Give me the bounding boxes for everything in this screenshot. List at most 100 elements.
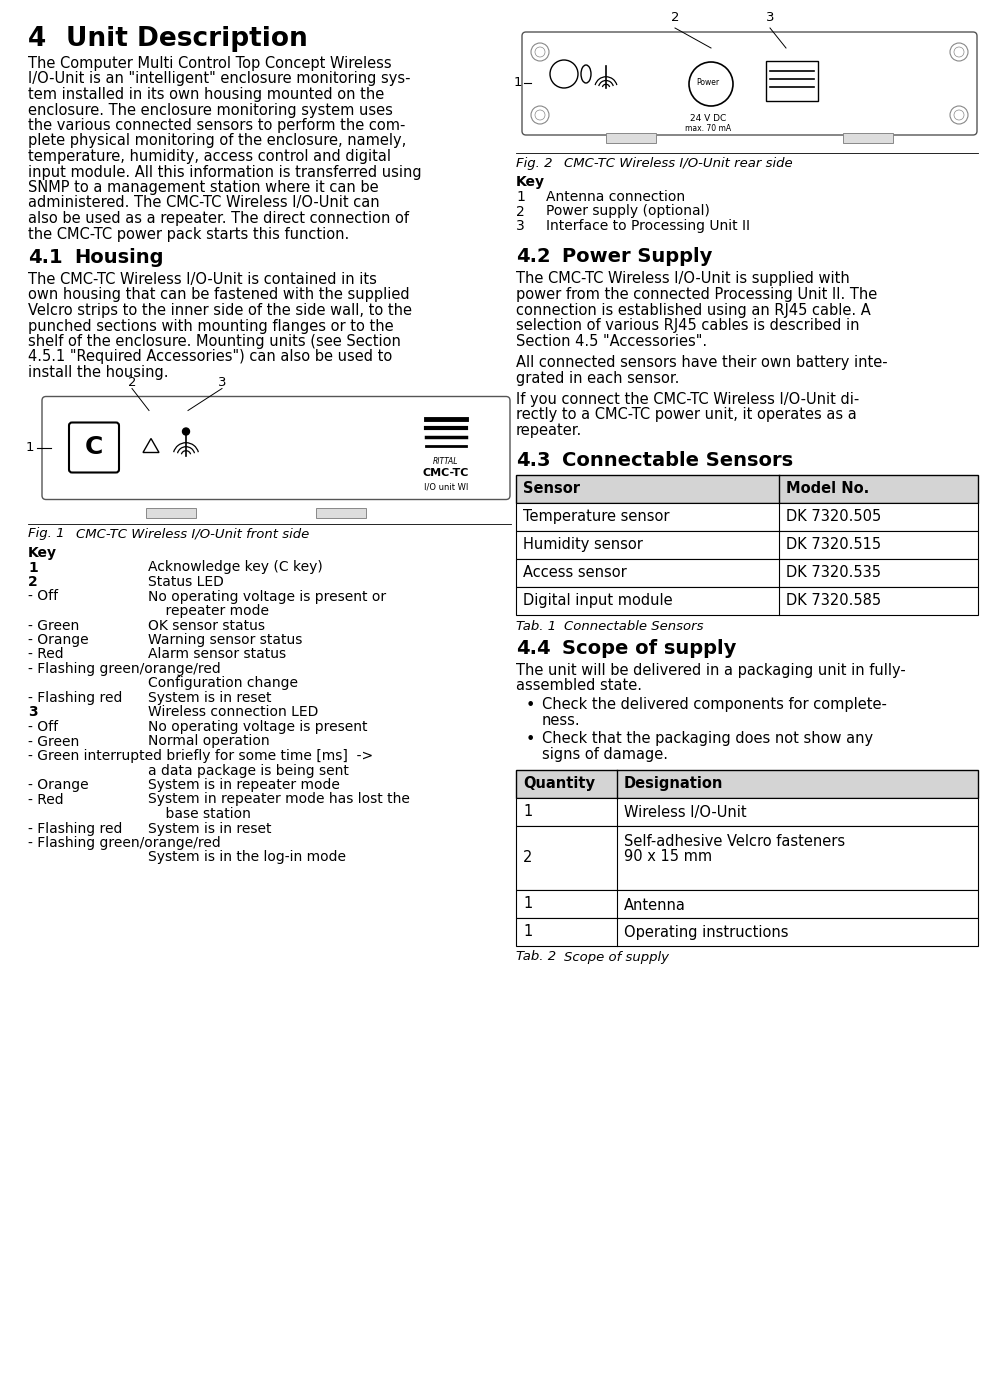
Text: 2: 2 [523,850,532,865]
Text: 3: 3 [765,11,773,24]
Text: The Computer Multi Control Top Concept Wireless: The Computer Multi Control Top Concept W… [28,56,391,71]
Text: Fig. 2: Fig. 2 [516,157,552,171]
Text: Temperature sensor: Temperature sensor [523,509,669,524]
FancyBboxPatch shape [69,422,119,473]
Text: The unit will be delivered in a packaging unit in fully-: The unit will be delivered in a packagin… [516,663,905,678]
Text: temperature, humidity, access control and digital: temperature, humidity, access control an… [28,150,390,164]
Text: 1: 1 [26,440,34,454]
Text: System is in reset: System is in reset [147,691,271,705]
Text: - Off: - Off [28,720,58,734]
Text: Operating instructions: Operating instructions [624,925,787,941]
Text: - Orange: - Orange [28,779,88,793]
Text: grated in each sensor.: grated in each sensor. [516,370,679,386]
Text: Antenna connection: Antenna connection [546,190,684,204]
Text: System is in repeater mode: System is in repeater mode [147,779,340,793]
Text: Key: Key [28,545,57,559]
Text: 1: 1 [514,77,522,89]
Text: - Green: - Green [28,734,79,748]
Text: 2: 2 [670,11,679,24]
Text: 1: 1 [516,190,525,204]
Bar [516,769,977,797]
Text: Status LED: Status LED [147,575,224,589]
Bar [516,587,977,615]
Text: Velcro strips to the inner side of the side wall, to the: Velcro strips to the inner side of the s… [28,303,411,317]
Text: CMC-TC: CMC-TC [422,468,468,478]
Text: max. 70 mA: max. 70 mA [684,124,730,133]
Text: punched sections with mounting flanges or to the: punched sections with mounting flanges o… [28,319,393,334]
Text: ness.: ness. [542,713,580,728]
Text: All connected sensors have their own battery inte-: All connected sensors have their own bat… [516,355,887,370]
Text: Key: Key [516,175,545,189]
Text: Humidity sensor: Humidity sensor [523,537,642,552]
Text: Wireless I/O-Unit: Wireless I/O-Unit [624,805,746,821]
Text: - Flashing red: - Flashing red [28,691,122,705]
Text: I/O unit WI: I/O unit WI [423,482,467,492]
Text: 2: 2 [127,376,136,389]
Text: DK 7320.535: DK 7320.535 [785,565,880,580]
Text: DK 7320.585: DK 7320.585 [785,593,881,608]
Text: repeater mode: repeater mode [147,604,269,618]
Text: Tab. 2: Tab. 2 [516,951,556,963]
Bar [516,917,977,945]
Text: 4.4: 4.4 [516,639,550,657]
Bar [516,889,977,917]
Text: signs of damage.: signs of damage. [542,747,667,762]
Text: Tab. 1: Tab. 1 [516,619,556,632]
Text: - Flashing green/orange/red: - Flashing green/orange/red [28,663,221,677]
Text: DK 7320.505: DK 7320.505 [785,509,881,524]
Text: assembled state.: assembled state. [516,678,641,693]
Text: DK 7320.515: DK 7320.515 [785,537,881,552]
Text: Alarm sensor status: Alarm sensor status [147,647,286,661]
Bar [765,62,817,101]
Text: Normal operation: Normal operation [147,734,270,748]
Text: Acknowledge key (C key): Acknowledge key (C key) [147,561,322,575]
Text: Connectable Sensors: Connectable Sensors [564,619,703,632]
Bar [516,825,977,889]
Text: 4: 4 [28,27,46,52]
Text: Model No.: Model No. [785,481,869,496]
Bar [145,507,196,517]
FancyBboxPatch shape [42,397,510,499]
Bar [606,133,655,143]
Text: Check that the packaging does not show any: Check that the packaging does not show a… [542,731,873,747]
Text: •: • [526,698,535,713]
Text: the various connected sensors to perform the com-: the various connected sensors to perform… [28,117,405,133]
Text: 4.1: 4.1 [28,247,62,267]
Text: rectly to a CMC-TC power unit, it operates as a: rectly to a CMC-TC power unit, it operat… [516,407,856,422]
Bar [516,797,977,825]
Text: 4.3: 4.3 [516,450,550,470]
Text: power from the connected Processing Unit II. The: power from the connected Processing Unit… [516,287,877,302]
Bar [516,558,977,587]
Text: connection is established using an RJ45 cable. A: connection is established using an RJ45 … [516,302,870,317]
Text: tem installed in its own housing mounted on the: tem installed in its own housing mounted… [28,87,384,102]
Text: System in repeater mode has lost the: System in repeater mode has lost the [147,793,409,807]
Text: Section 4.5 "Accessories".: Section 4.5 "Accessories". [516,334,706,348]
Text: 90 x 15 mm: 90 x 15 mm [624,849,711,864]
Text: Scope of supply: Scope of supply [564,951,668,963]
Text: Access sensor: Access sensor [523,565,626,580]
Text: Quantity: Quantity [523,776,595,791]
Text: No operating voltage is present or: No operating voltage is present or [147,590,386,604]
Text: 3: 3 [28,706,37,720]
Text: Antenna: Antenna [624,898,685,913]
Text: 4.5.1 "Required Accessories") can also be used to: 4.5.1 "Required Accessories") can also b… [28,350,392,365]
Text: the CMC-TC power pack starts this function.: the CMC-TC power pack starts this functi… [28,226,349,242]
Bar [516,530,977,558]
Text: If you connect the CMC-TC Wireless I/O-Unit di-: If you connect the CMC-TC Wireless I/O-U… [516,391,859,407]
Text: selection of various RJ45 cables is described in: selection of various RJ45 cables is desc… [516,317,859,333]
Text: 1: 1 [523,896,532,911]
Text: - Red: - Red [28,647,63,661]
Bar [316,507,366,517]
Text: The CMC-TC Wireless I/O-Unit is supplied with: The CMC-TC Wireless I/O-Unit is supplied… [516,271,849,287]
Text: Digital input module: Digital input module [523,593,672,608]
Text: Wireless connection LED: Wireless connection LED [147,706,318,720]
Bar [843,133,892,143]
Text: install the housing.: install the housing. [28,365,169,380]
Text: Check the delivered components for complete-: Check the delivered components for compl… [542,698,886,713]
Text: RITTAL: RITTAL [433,457,458,466]
Text: Unit Description: Unit Description [66,27,308,52]
Text: Housing: Housing [74,247,163,267]
Text: Configuration change: Configuration change [147,677,298,691]
Text: CMC-TC Wireless I/O-Unit rear side: CMC-TC Wireless I/O-Unit rear side [564,157,791,171]
Text: - Green: - Green [28,618,79,632]
